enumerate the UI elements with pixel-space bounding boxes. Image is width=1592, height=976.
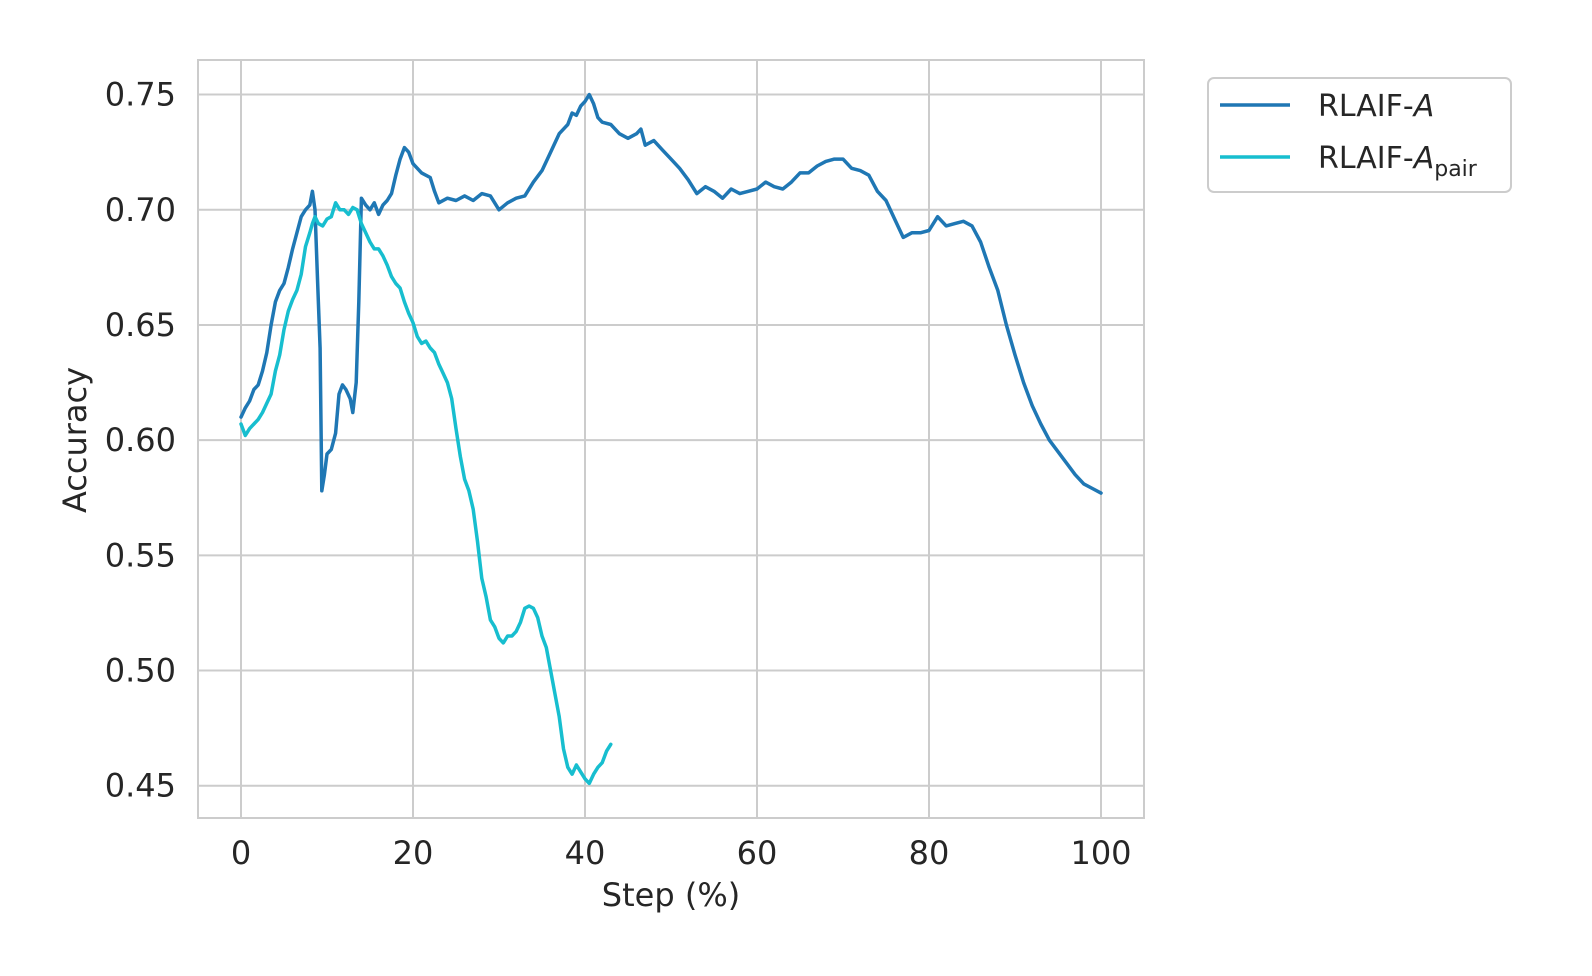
x-tick-label: 0: [231, 834, 251, 872]
x-tick-label: 40: [565, 834, 606, 872]
series-layer: [239, 92, 1103, 786]
y-tick-label: 0.55: [105, 536, 176, 574]
x-tick-label: 20: [393, 834, 434, 872]
legend-entry-2: RLAIF-Apair: [1318, 141, 1478, 182]
y-tick-label: 0.50: [105, 652, 176, 690]
series-line-1: [239, 92, 1103, 495]
y-tick-label: 0.65: [105, 306, 176, 344]
y-tick-label: 0.75: [105, 76, 176, 114]
x-tick-labels: 0 20 40 60 80 100: [231, 834, 1132, 872]
legend: RLAIF-A RLAIF-Apair: [1207, 77, 1512, 193]
x-axis-label: Step (%): [602, 876, 740, 914]
y-tick-label: 0.60: [105, 421, 176, 459]
x-tick-label: 60: [737, 834, 778, 872]
y-axis-label: Accuracy: [56, 367, 94, 513]
y-tick-labels: 0.45 0.50 0.55 0.60 0.65 0.70 0.75: [105, 76, 176, 805]
series-line-2: [239, 201, 613, 786]
y-tick-label: 0.45: [105, 767, 176, 805]
plot-frame: [197, 59, 1145, 819]
legend-entry-1: RLAIF-A: [1318, 89, 1434, 124]
x-tick-label: 100: [1070, 834, 1131, 872]
grid-lines: [198, 60, 1144, 818]
y-tick-label: 0.70: [105, 191, 176, 229]
x-tick-label: 80: [909, 834, 950, 872]
